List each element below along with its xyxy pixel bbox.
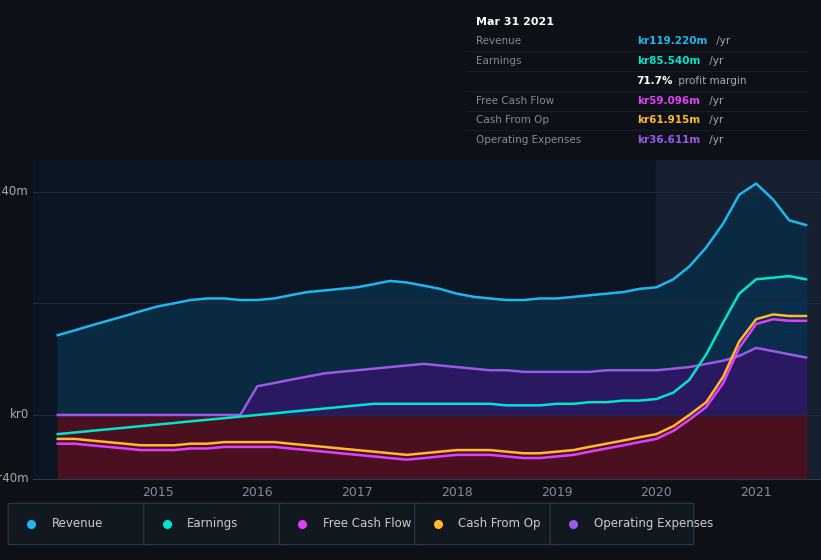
FancyBboxPatch shape [550, 503, 694, 545]
Text: /yr: /yr [706, 135, 723, 145]
FancyBboxPatch shape [279, 503, 423, 545]
Text: Free Cash Flow: Free Cash Flow [323, 517, 411, 530]
Text: kr61.915m: kr61.915m [637, 115, 699, 125]
Text: profit margin: profit margin [675, 76, 746, 86]
Text: Operating Expenses: Operating Expenses [476, 135, 581, 145]
Bar [656, 160, 821, 479]
Text: Free Cash Flow: Free Cash Flow [476, 96, 554, 106]
FancyBboxPatch shape [144, 503, 287, 545]
Text: kr119.220m: kr119.220m [637, 36, 707, 46]
Text: Earnings: Earnings [187, 517, 239, 530]
Text: -kr40m: -kr40m [0, 472, 29, 486]
Text: Revenue: Revenue [52, 517, 103, 530]
Text: kr59.096m: kr59.096m [637, 96, 699, 106]
Text: kr85.540m: kr85.540m [637, 56, 700, 66]
Text: /yr: /yr [706, 96, 723, 106]
Text: /yr: /yr [713, 36, 731, 46]
Text: /yr: /yr [706, 115, 723, 125]
Text: kr0: kr0 [10, 408, 29, 422]
Text: Operating Expenses: Operating Expenses [594, 517, 713, 530]
Text: Cash From Op: Cash From Op [476, 115, 549, 125]
Text: /yr: /yr [706, 56, 723, 66]
Text: Revenue: Revenue [476, 36, 521, 46]
Text: kr36.611m: kr36.611m [637, 135, 700, 145]
Text: Cash From Op: Cash From Op [458, 517, 540, 530]
Text: Earnings: Earnings [476, 56, 521, 66]
Text: kr140m: kr140m [0, 185, 29, 198]
FancyBboxPatch shape [415, 503, 558, 545]
FancyBboxPatch shape [8, 503, 152, 545]
Text: Mar 31 2021: Mar 31 2021 [476, 17, 554, 27]
Text: 71.7%: 71.7% [637, 76, 673, 86]
